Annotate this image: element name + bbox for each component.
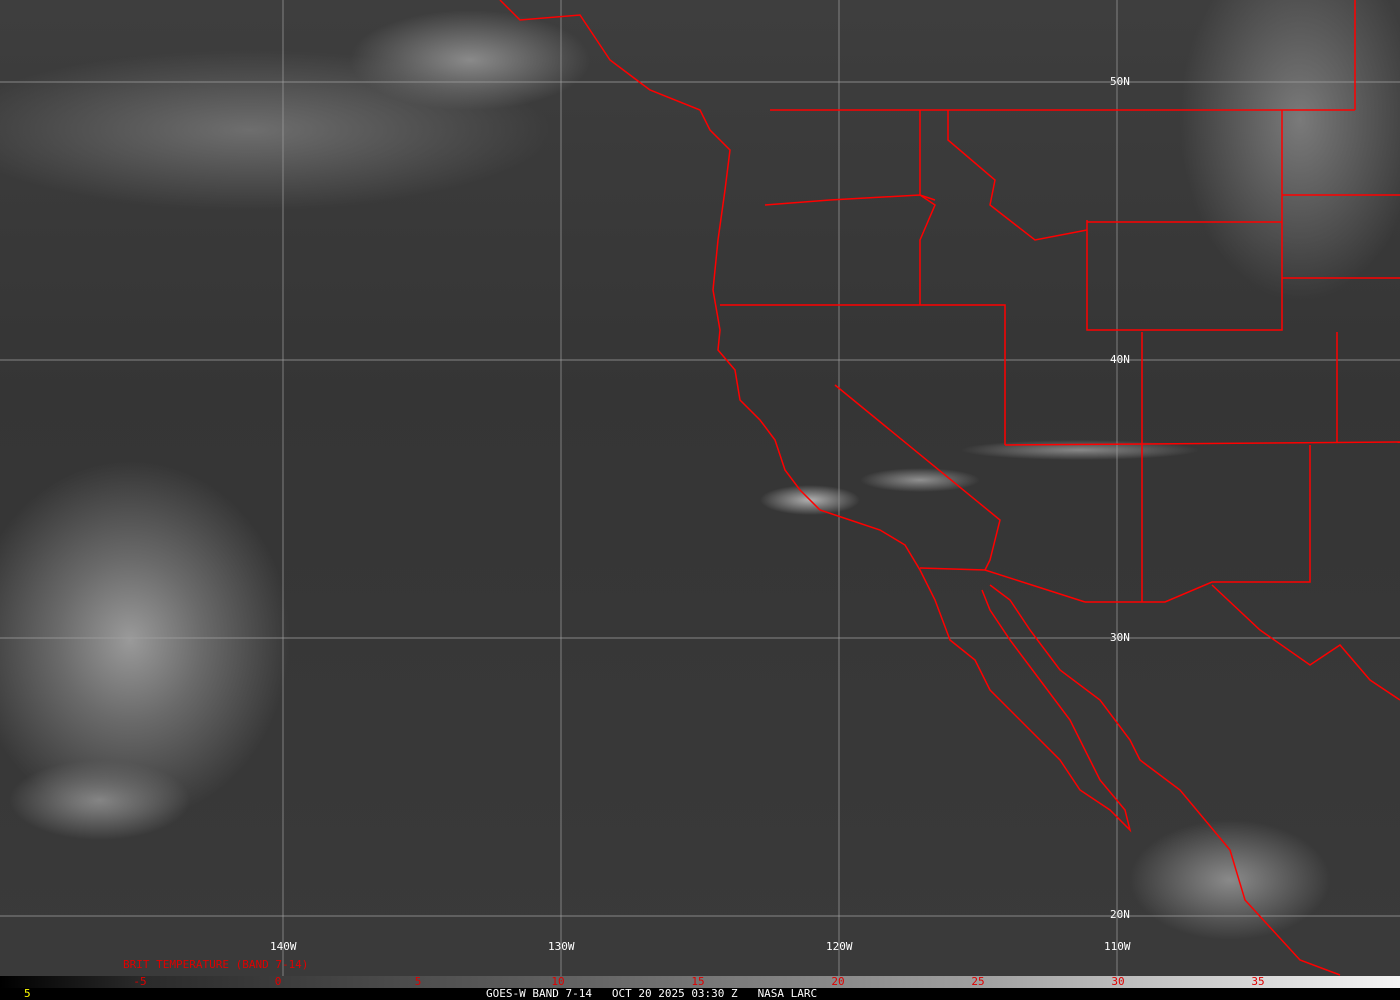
lat-label-20n: 20N xyxy=(1110,908,1130,921)
boundary-line xyxy=(947,110,1088,241)
lon-label-130w: 130W xyxy=(548,940,575,953)
colorbar-tick: 10 xyxy=(551,975,565,988)
lon-label-110w: 110W xyxy=(1104,940,1131,953)
colorbar-tick: 5 xyxy=(414,975,422,988)
colorbar-tick: 20 xyxy=(831,975,845,988)
boundary-line xyxy=(989,584,1341,976)
boundary-line xyxy=(919,110,936,305)
colorbar-tick: 30 xyxy=(1111,975,1125,988)
lon-label-140w: 140W xyxy=(270,940,297,953)
footer-info: GOES-W BAND 7-14 OCT 20 2025 03:30 Z NAS… xyxy=(486,988,817,1000)
lat-label-30n: 30N xyxy=(1110,631,1130,644)
map-overlay xyxy=(0,0,1400,976)
colorbar-tick: 15 xyxy=(691,975,705,988)
footer-left-value: 5 xyxy=(24,987,31,1000)
colorbar xyxy=(0,976,1400,988)
footer-source: NASA LARC xyxy=(757,987,818,1000)
boundary-line xyxy=(764,194,936,206)
lat-label-40n: 40N xyxy=(1110,353,1130,366)
satellite-imagery xyxy=(0,0,1400,976)
colorbar-tick: 25 xyxy=(971,975,985,988)
boundary-line xyxy=(1085,445,1311,603)
boundary-line xyxy=(1086,110,1283,331)
colorbar-title: BRIT TEMPERATURE (BAND 7-14) xyxy=(123,958,309,971)
boundary-line xyxy=(919,567,1086,603)
colorbar-tick: 0 xyxy=(274,975,282,988)
boundary-line xyxy=(1211,584,1400,701)
boundary-line xyxy=(834,384,1001,571)
lon-label-120w: 120W xyxy=(826,940,853,953)
boundary-line xyxy=(720,304,1006,445)
footer-satellite: GOES-W BAND 7-14 xyxy=(486,987,592,1000)
boundary-line xyxy=(499,0,1132,833)
lat-label-50n: 50N xyxy=(1110,75,1130,88)
footer-bar xyxy=(0,988,1400,1000)
boundary-line xyxy=(1004,441,1400,446)
colorbar-tick: -5 xyxy=(133,975,147,988)
footer-datetime: OCT 20 2025 03:30 Z xyxy=(611,987,738,1000)
colorbar-tick: 35 xyxy=(1251,975,1265,988)
